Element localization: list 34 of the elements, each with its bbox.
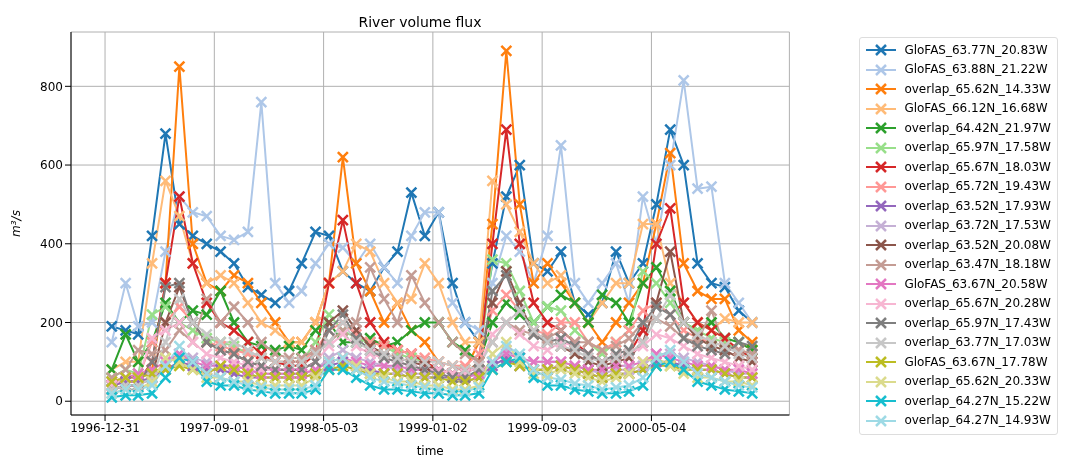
legend-label: overlap_65.97N_17.43W — [904, 314, 1051, 332]
y-tick-label: 600 — [40, 158, 63, 173]
legend-label: GloFAS_66.12N_16.68W — [904, 100, 1048, 117]
legend-label: GloFAS_63.67N_17.78W — [904, 353, 1048, 371]
x-tick-label: 1999-01-02 — [398, 420, 468, 435]
legend-label: overlap_65.62N_20.33W — [904, 373, 1051, 390]
legend-label: overlap_64.27N_14.93W — [904, 412, 1051, 429]
legend-label: GloFAS_63.88N_21.22W — [904, 61, 1048, 78]
x-tick-label: 1999-09-03 — [507, 420, 578, 435]
y-tick-label: 400 — [40, 237, 63, 252]
x-tick-label: 1996-12-31 — [70, 420, 140, 435]
x-tick-label: 1998-05-03 — [288, 420, 359, 435]
legend-label: overlap_63.52N_20.08W — [904, 236, 1051, 254]
legend-label: overlap_65.72N_19.43W — [904, 178, 1051, 195]
y-tick-label: 200 — [40, 315, 63, 330]
legend-label: overlap_65.67N_20.28W — [904, 295, 1051, 312]
legend-label: overlap_65.67N_18.03W — [904, 158, 1051, 176]
legend-label: GloFAS_63.67N_20.58W — [904, 275, 1048, 293]
legend-label: overlap_65.97N_17.58W — [904, 139, 1051, 156]
x-axis-title: time — [416, 444, 444, 458]
x-tick-label: 2000-05-04 — [616, 420, 687, 435]
legend-label: GloFAS_63.77N_20.83W — [904, 41, 1048, 59]
y-tick-label: 800 — [40, 79, 63, 94]
legend-label: overlap_63.47N_18.18W — [904, 256, 1051, 273]
x-tick-label: 1997-09-01 — [179, 420, 250, 435]
legend-label: overlap_63.72N_17.53W — [904, 217, 1051, 234]
legend-label: overlap_64.27N_15.22W — [904, 392, 1051, 410]
chart-title: River volume flux — [358, 14, 482, 30]
legend-label: overlap_65.62N_14.33W — [904, 80, 1051, 98]
y-axis-title: m³/s — [9, 210, 24, 237]
legend-label: overlap_63.52N_17.93W — [904, 197, 1051, 215]
legend-label: overlap_63.77N_17.03W — [904, 334, 1051, 351]
y-tick-label: 0 — [55, 394, 63, 409]
legend-label: overlap_64.42N_21.97W — [904, 119, 1051, 137]
